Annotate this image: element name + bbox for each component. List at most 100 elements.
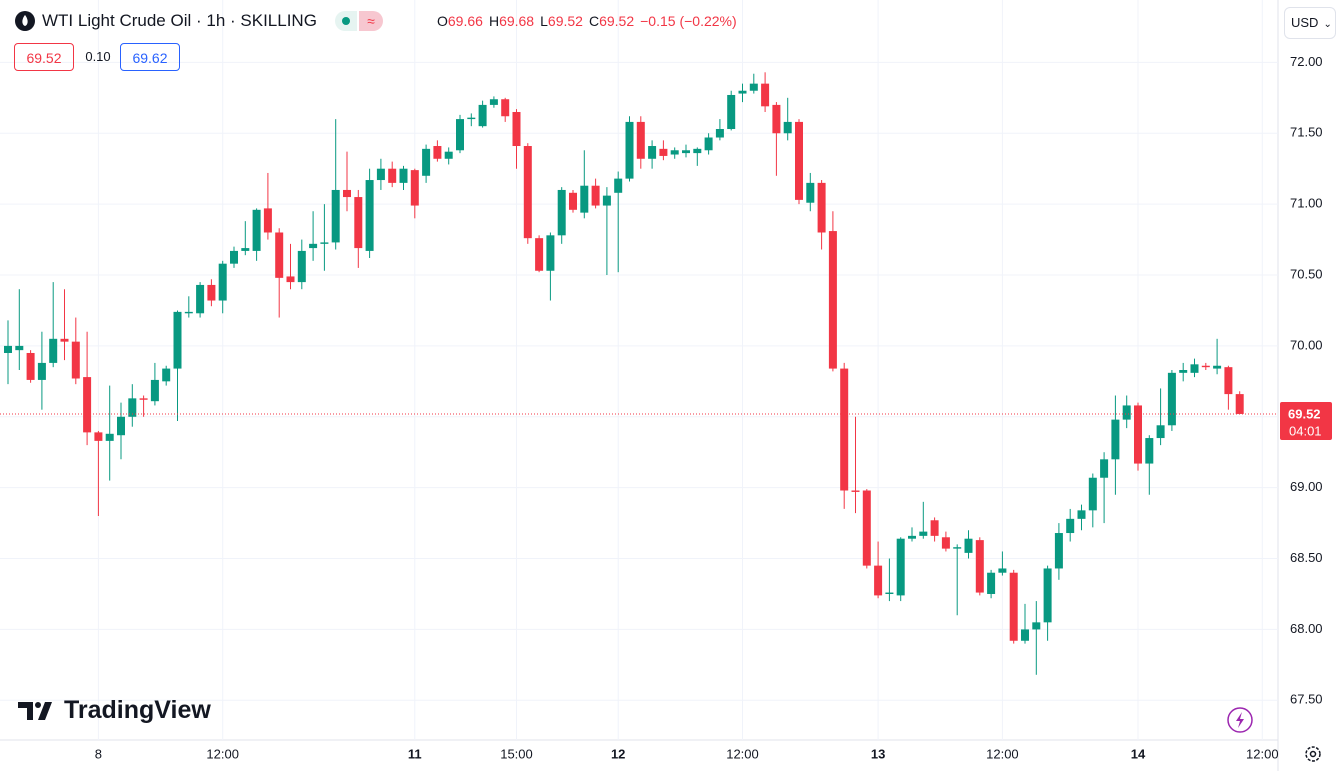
sell-button[interactable]: 69.52 <box>14 43 74 71</box>
y-tick-label: 69.00 <box>1290 479 1323 494</box>
ohlc-value: 69.68 <box>499 13 535 29</box>
candle-body <box>1054 533 1063 569</box>
candle-body <box>964 538 973 553</box>
ohlc-value: 69.52 <box>599 13 635 29</box>
candle-body <box>614 178 623 193</box>
candle-body <box>376 168 385 181</box>
candle-body <box>399 168 408 183</box>
candle-body <box>1122 405 1131 420</box>
lightning-button[interactable] <box>1226 706 1256 736</box>
x-tick-label: 11 <box>408 746 422 761</box>
candle-body <box>975 540 984 593</box>
y-tick-label: 68.50 <box>1290 550 1323 565</box>
candle-body <box>343 189 351 198</box>
candle-body <box>625 121 634 179</box>
x-tick-label: 8 <box>95 746 102 761</box>
candle-body <box>953 547 962 549</box>
candle-body <box>1145 438 1154 464</box>
candle-body <box>908 535 916 539</box>
candle-body <box>1190 364 1199 373</box>
candle-body <box>1167 372 1176 426</box>
candle-body <box>670 150 679 155</box>
candle-body <box>749 83 758 91</box>
candle-body <box>761 83 770 107</box>
candle-body <box>1043 568 1052 623</box>
candle-body <box>354 197 363 249</box>
candle-body <box>320 242 329 244</box>
candle-body <box>727 94 736 130</box>
settings-button[interactable] <box>1301 742 1325 766</box>
candle-body <box>535 238 544 271</box>
candle-body <box>930 520 939 536</box>
candle-body <box>1021 629 1029 641</box>
symbol-title: WTI Light Crude Oil · 1h · SKILLING <box>42 11 317 30</box>
candle-body <box>862 490 871 566</box>
ohlc-readout: O69.66 H69.68 L69.52 C69.52 −0.15 (−0.22%) <box>437 13 737 29</box>
last-price-box <box>1280 401 1332 440</box>
symbol-header[interactable]: WTI Light Crude Oil · 1h · SKILLING ≈ <box>14 10 383 32</box>
y-tick-label: 72.00 <box>1290 54 1323 69</box>
candle-body <box>139 398 148 400</box>
candle-body <box>263 208 272 233</box>
candle-body <box>828 231 837 369</box>
candle-body <box>591 185 600 206</box>
candle-body <box>693 148 702 154</box>
logo-mark <box>18 701 52 720</box>
candle-body <box>602 195 611 206</box>
candle-body <box>501 99 510 117</box>
candle-body <box>309 243 318 249</box>
candle-body <box>1100 459 1109 478</box>
candle-body <box>1201 365 1210 368</box>
logo[interactable]: TradingView <box>18 696 211 725</box>
last-price-label: 69.52 <box>1288 406 1321 421</box>
candle-body <box>1134 405 1142 464</box>
candle-body <box>919 531 928 536</box>
candle-body <box>388 168 397 183</box>
x-tick-label: 12:00 <box>986 746 1019 761</box>
currency-select[interactable]: USD ⌄ <box>1284 7 1336 39</box>
buy-button[interactable]: 69.62 <box>120 43 180 71</box>
candle-body <box>874 565 883 596</box>
logo-text: TradingView <box>64 696 211 724</box>
candle-body <box>173 311 182 369</box>
candle-body <box>83 377 92 433</box>
candle-body <box>941 537 950 549</box>
candle-body <box>365 180 374 251</box>
candle-body <box>1156 425 1165 439</box>
candle-body <box>1111 419 1120 460</box>
candle-body <box>478 104 487 127</box>
candle-body <box>682 150 690 154</box>
candle-body <box>252 209 261 251</box>
y-tick-label: 68.00 <box>1290 621 1323 636</box>
candle-body <box>557 189 566 236</box>
candle-body <box>783 121 792 134</box>
candle-body <box>4 345 12 353</box>
candle-body <box>659 148 668 156</box>
currency-label: USD <box>1291 15 1319 30</box>
y-tick-label: 70.50 <box>1290 266 1323 281</box>
x-tick-label: 12:00 <box>206 746 239 761</box>
candle-body <box>15 345 24 351</box>
status-badges: ≈ <box>334 11 383 31</box>
x-tick-label: 12 <box>611 746 625 761</box>
spread: 0.10 <box>85 49 111 64</box>
x-tick-label: 12:00 <box>726 746 759 761</box>
candle-body <box>128 398 137 417</box>
candle-body <box>184 311 193 314</box>
candle-body <box>896 538 905 596</box>
ohlc-key: L <box>540 13 548 29</box>
candle-body <box>94 432 103 441</box>
candle-body <box>998 568 1007 573</box>
candle-body <box>71 341 80 379</box>
candle-body <box>840 368 849 491</box>
candle-body <box>162 368 171 382</box>
y-tick-label: 71.50 <box>1290 125 1323 140</box>
candle-body <box>275 232 284 278</box>
market-open-badge <box>334 11 357 31</box>
candle-body <box>1009 572 1018 641</box>
x-tick-label: 12:00 <box>1246 746 1279 761</box>
ohlc-value: 69.66 <box>447 13 483 29</box>
candle-body <box>636 121 645 159</box>
